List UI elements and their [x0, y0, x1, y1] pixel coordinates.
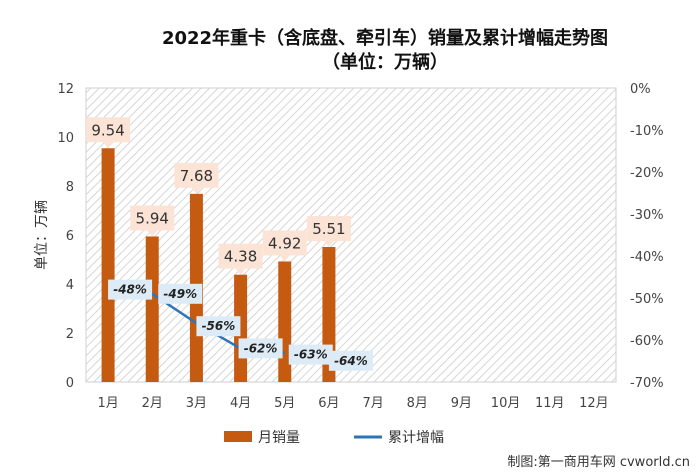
bar-label-pointer [191, 187, 202, 194]
bar-label-box [130, 205, 175, 231]
bar-label-box [174, 162, 219, 188]
credit-text: 制图:第一商用车网 cvworld.cn [507, 454, 690, 470]
x-tick-label: 6月 [318, 396, 339, 411]
x-tick-label: 12月 [579, 396, 609, 411]
line-label-box [328, 350, 373, 371]
plot-area [85, 87, 617, 383]
bar-label-box [86, 117, 131, 143]
y-right-tick-label: -10% [630, 124, 664, 139]
y-left-tick-label: 2 [66, 327, 74, 342]
y-right-tick-label: -30% [630, 208, 664, 223]
y-right-tick-label: -70% [630, 376, 664, 391]
bar-label-pointer [147, 230, 158, 237]
y-left-tick-label: 8 [66, 180, 74, 195]
line-label-box [108, 279, 153, 300]
line-label: -63% [294, 348, 328, 362]
bar-label-pointer [235, 268, 246, 275]
y-left-tick-label: 0 [66, 376, 74, 391]
x-tick-label: 7月 [362, 396, 383, 411]
bar-label-pointer [323, 241, 334, 248]
bar-label-pointer [279, 255, 290, 262]
y-right-tick-label: -20% [630, 166, 664, 181]
x-tick-label: 11月 [535, 396, 565, 411]
legend-bar-label: 月销量 [258, 430, 300, 446]
y-left-tick-label: 12 [57, 82, 74, 97]
y-left-tick-label: 10 [57, 131, 74, 146]
bar [145, 236, 159, 382]
line-label-box [196, 316, 241, 337]
x-tick-label: 9月 [451, 396, 472, 411]
x-tick-label: 5月 [274, 396, 295, 411]
bar-label: 7.68 [180, 167, 213, 185]
y-axis-label: 单位：万辆 [34, 200, 50, 270]
bar-label-box [306, 216, 351, 242]
line-label: -49% [163, 287, 197, 301]
bar-label: 9.54 [91, 121, 124, 139]
line-label: -64% [334, 354, 368, 368]
bar [101, 148, 115, 382]
y-right-tick-label: -60% [630, 334, 664, 349]
line-label-box [158, 283, 203, 304]
legend-line-label: 累计增幅 [388, 430, 444, 446]
x-tick-label: 3月 [186, 396, 207, 411]
x-tick-label: 2月 [142, 396, 163, 411]
x-tick-label: 4月 [230, 396, 251, 411]
bar-label: 4.38 [224, 248, 257, 266]
chart-title: 2022年重卡（含底盘、牵引车）销量及累计增幅走势图 [162, 27, 608, 49]
x-tick-label: 1月 [97, 396, 118, 411]
y-left-tick-label: 6 [66, 229, 74, 244]
bar-label: 4.92 [268, 234, 301, 252]
line-label-box [288, 344, 333, 365]
y-right-tick-label: -40% [630, 250, 664, 265]
bar-label-box [218, 243, 263, 269]
y-right-tick-label: -50% [630, 292, 664, 307]
bar-label: 5.51 [312, 220, 345, 238]
line-label: -48% [113, 283, 147, 297]
bar-label-pointer [103, 142, 114, 149]
line-label: -56% [202, 319, 236, 333]
line-label-box [238, 338, 283, 359]
bar-label: 5.94 [136, 209, 169, 227]
y-left-tick-label: 4 [66, 278, 74, 293]
chart-subtitle: （单位：万辆） [322, 51, 448, 73]
legend-bar-swatch [224, 431, 252, 442]
x-tick-label: 8月 [407, 396, 428, 411]
line-label: -62% [244, 341, 278, 355]
bar-label-box [262, 230, 307, 256]
y-right-tick-label: 0% [630, 82, 651, 97]
x-tick-label: 10月 [491, 396, 521, 411]
